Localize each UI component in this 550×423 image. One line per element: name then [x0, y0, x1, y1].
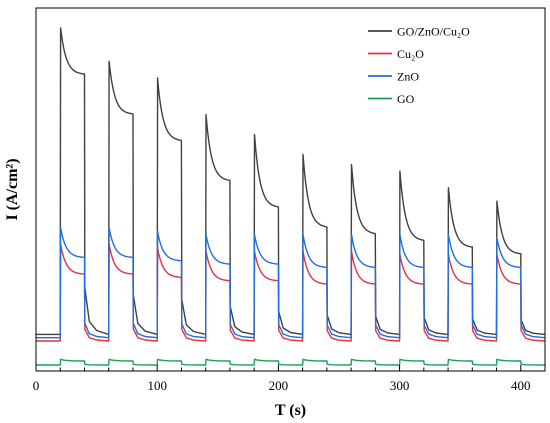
x-tick-label: 400: [511, 378, 531, 393]
legend-label-1: Cu₂O: [397, 47, 424, 61]
x-tick-label: 200: [269, 378, 289, 393]
legend: GO/ZnO/Cu₂O Cu₂O ZnO GO: [368, 25, 470, 106]
x-tick-label: 100: [147, 378, 167, 393]
plot-frame: [35, 7, 546, 372]
x-axis-title: T (s): [275, 402, 306, 419]
legend-label-3: GO: [397, 92, 415, 106]
series-line-1: [36, 243, 546, 342]
series-lines: [36, 27, 546, 366]
y-axis-title: I (A/cm²): [4, 158, 21, 220]
x-tick-label: 0: [33, 378, 40, 393]
series-line-2: [36, 227, 546, 339]
x-axis-ticks: 0 100 200 300 400: [33, 365, 546, 393]
x-tick-label: 300: [390, 378, 410, 393]
series-line-0: [36, 27, 546, 336]
series-line-3: [36, 358, 546, 366]
legend-label-2: ZnO: [397, 70, 419, 84]
legend-label-0: GO/ZnO/Cu₂O: [397, 25, 470, 39]
